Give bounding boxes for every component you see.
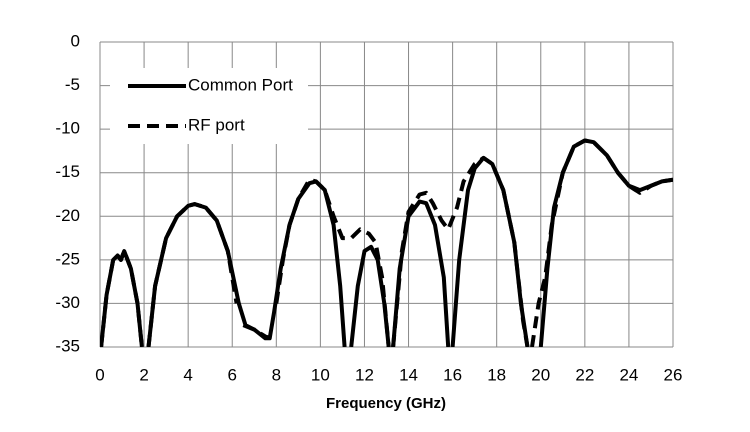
x-tick-label: 8	[272, 365, 281, 384]
x-tick-label: 16	[443, 365, 462, 384]
x-tick-label: 6	[227, 365, 236, 384]
x-axis-title: Frequency (GHz)	[326, 395, 446, 412]
lines	[100, 138, 673, 347]
legend-label: Common Port	[188, 75, 293, 94]
y-tick-label: -5	[65, 75, 80, 94]
x-tick-label: 4	[183, 365, 192, 384]
legend-label: RF port	[188, 115, 245, 134]
x-tick-label: 2	[139, 365, 148, 384]
x-tick-label: 0	[95, 365, 104, 384]
x-tick-label: 20	[531, 365, 550, 384]
x-tick-label: 10	[311, 365, 330, 384]
x-tick-label: 12	[355, 365, 374, 384]
series-line	[100, 138, 673, 347]
x-tick-label: 18	[487, 365, 506, 384]
y-tick-label: -25	[55, 249, 80, 268]
y-tick-label: -10	[55, 119, 80, 138]
y-tick-label: 0	[71, 31, 80, 50]
y-tick-label: -35	[55, 336, 80, 355]
legend: Common Port RF port	[110, 68, 308, 144]
y-tick-label: -20	[55, 206, 80, 225]
legend-box	[110, 68, 308, 144]
x-tick-label: 14	[399, 365, 418, 384]
y-tick-label: -15	[55, 162, 80, 181]
x-tick-label: 24	[619, 365, 638, 384]
y-tick-label: -30	[55, 293, 80, 312]
x-tick-label: 22	[575, 365, 594, 384]
x-tick-label: 26	[664, 365, 683, 384]
